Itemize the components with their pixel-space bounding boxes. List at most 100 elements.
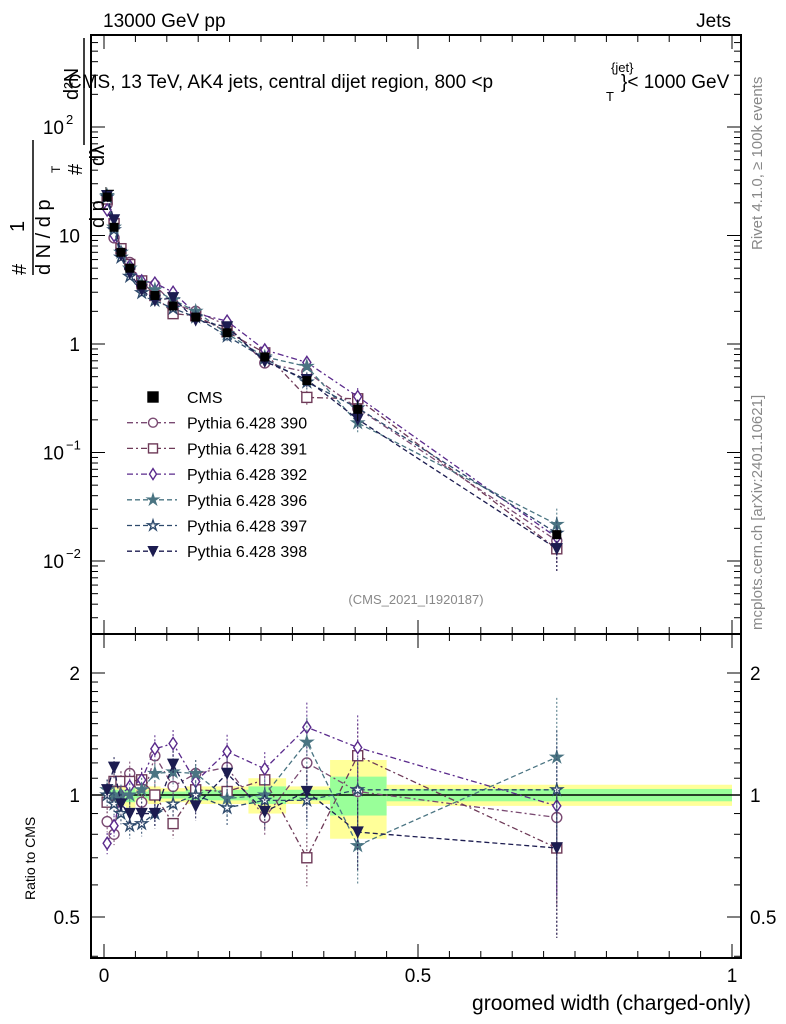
data-point [150, 290, 160, 300]
ratio-point [349, 781, 366, 797]
ratio-point [112, 805, 129, 821]
series-point [301, 391, 313, 404]
ratio-point [219, 799, 236, 815]
ratio-tick-label: 1 [69, 786, 80, 807]
ratio-point [121, 786, 138, 802]
ratio-point [150, 741, 160, 757]
data-point [552, 530, 562, 540]
ratio-point [114, 798, 128, 811]
series-line [106, 209, 558, 539]
data-marks [99, 187, 565, 938]
series-cms [102, 192, 562, 540]
y-tick-label: 10 [43, 444, 64, 465]
legend-marker [147, 443, 159, 454]
y-tick-label: 10 [43, 552, 64, 573]
ratio-tick-label-right: 2 [750, 664, 761, 685]
svg-text:#: # [9, 263, 31, 275]
axes-frames [90, 34, 742, 959]
legend: CMS Pythia 6.428 390 Pythia 6.428 391 Pythi… [127, 390, 307, 561]
data-point [102, 192, 112, 202]
ratio-point [133, 781, 150, 797]
legend-marker [145, 517, 161, 532]
legend-marker [145, 491, 161, 507]
legend-item: Pythia 6.428 391 [127, 441, 307, 458]
mcplots-label: mcplots.cern.ch [arXiv:2401.10621] [749, 395, 766, 630]
series-point [166, 292, 180, 305]
svg-text:#: # [65, 163, 87, 175]
ratio-point [147, 765, 163, 781]
svg-text:dλ: dλ [87, 145, 109, 166]
data-point [353, 404, 363, 414]
ratio-point [351, 826, 364, 839]
ratio-point [352, 740, 363, 755]
ratio-point [135, 807, 148, 821]
data-point [125, 263, 135, 273]
ratio-point [107, 761, 121, 774]
ratio-point [168, 736, 178, 751]
legend-marker [148, 467, 158, 481]
analysis-tag: (CMS_2021_I1920187) [348, 592, 483, 607]
legend-label: CMS [187, 390, 223, 407]
legend-item: Pythia 6.428 392 [127, 467, 307, 484]
data-point [109, 222, 119, 232]
ratio-point [550, 842, 563, 855]
header-right: Jets [696, 11, 731, 32]
ratio-tick-label: 2 [69, 664, 80, 685]
x-tick-label: 0.5 [405, 966, 431, 987]
data-point [302, 376, 312, 386]
ratio-tick-label-right: 0.5 [750, 908, 776, 929]
data-point [116, 247, 126, 257]
svg-text:Ratio to CMS: Ratio to CMS [22, 817, 38, 900]
y-tick-exponent: −2 [66, 546, 81, 561]
legend-label: Pythia 6.428 391 [187, 441, 307, 458]
ratio-point [301, 852, 313, 864]
ratio-point [109, 818, 119, 833]
legend-label: Pythia 6.428 390 [187, 416, 307, 433]
ratio-tick-label: 0.5 [54, 908, 80, 929]
title-main: CMS, 13 TeV, AK4 jets, central dijet reg… [68, 72, 493, 93]
ratio-tick-label-right: 1 [750, 786, 761, 807]
ratio-point [167, 817, 179, 830]
legend-marker [147, 417, 159, 428]
svg-text:Rivet 4.1.0, ≥ 100k events: Rivet 4.1.0, ≥ 100k events [749, 77, 766, 250]
data-point [222, 328, 232, 338]
header-left: 13000 GeV pp [103, 11, 226, 32]
ratio-point [189, 800, 202, 813]
ratio-point [166, 758, 180, 771]
series-point [550, 543, 563, 556]
svg-text:d²N: d²N [61, 68, 83, 100]
x-tick-label: 1 [727, 966, 738, 987]
title-end: }< 1000 GeV [621, 72, 730, 93]
y-tick-exponent: −1 [66, 438, 81, 453]
legend-item: CMS [147, 390, 223, 407]
ratio-point [300, 785, 313, 799]
data-point [137, 280, 147, 290]
ratio-point [123, 807, 136, 821]
ratio-point [187, 765, 204, 781]
x-axis-label: groomed width (charged-only) [472, 992, 751, 1015]
y-tick-label: 10 [59, 227, 80, 248]
ratio-point [121, 817, 138, 833]
svg-text:T: T [49, 165, 63, 173]
ratio-point [148, 807, 162, 821]
rivet-label: Rivet 4.1.0, ≥ 100k events [749, 77, 766, 250]
legend-label: Pythia 6.428 392 [187, 467, 307, 484]
title-sub: T [606, 89, 614, 104]
ratio-point [102, 836, 112, 851]
ratio-point [220, 767, 234, 781]
ratio-panel-frame [90, 633, 742, 959]
y-tick-exponent: 2 [66, 112, 73, 127]
legend-item: Pythia 6.428 398 [127, 544, 307, 561]
series-line [106, 195, 558, 526]
legend-marker [147, 391, 159, 403]
series-point [220, 321, 234, 334]
series-point [298, 358, 315, 374]
ratio-point [259, 761, 270, 777]
x-tick-label: 0 [99, 966, 110, 987]
ratio-point [149, 789, 161, 801]
ratio-point [298, 733, 315, 749]
ratio-point [258, 805, 271, 819]
